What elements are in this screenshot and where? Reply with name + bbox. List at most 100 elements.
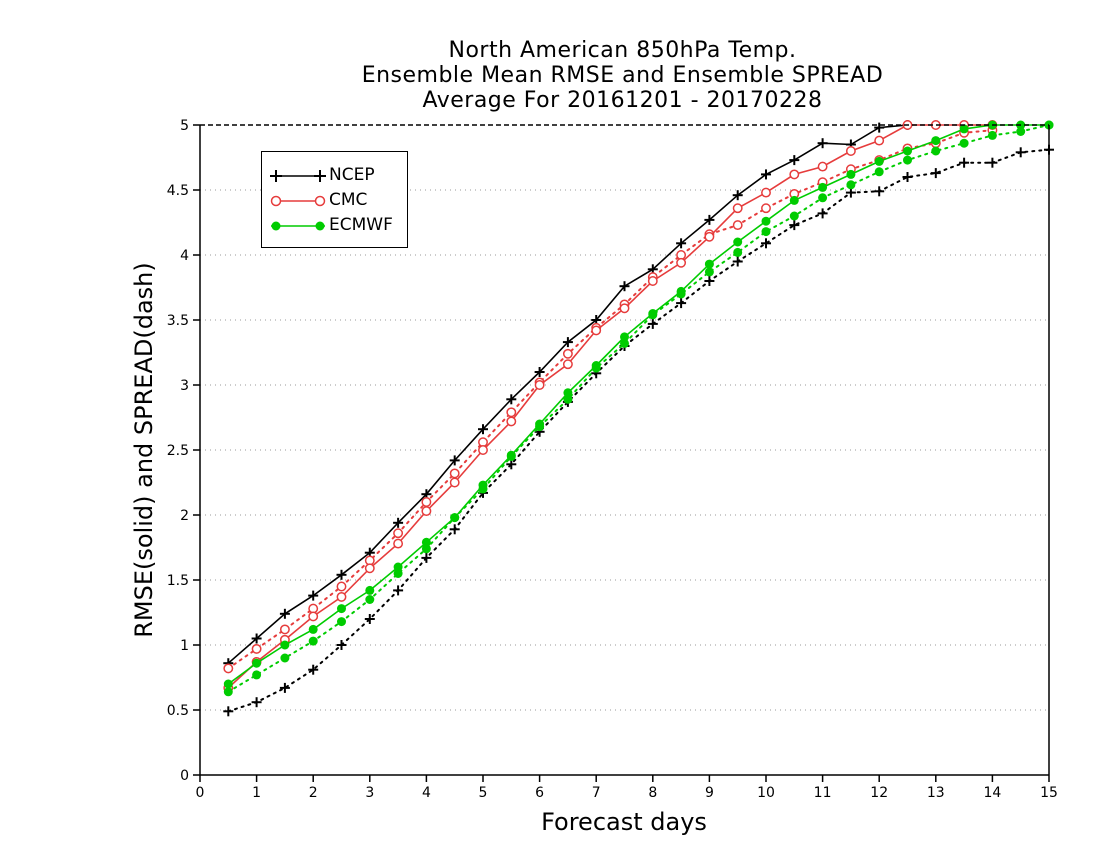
point-ncep-spread-19 [761,238,771,249]
point-cmc-spread-12 [562,348,573,359]
point-ncep-spread-6 [393,585,404,596]
y-tick-label-5: 2.5 [167,443,189,459]
point-cmc-spread-4 [336,581,347,592]
x-tick-label-10: 10 [757,785,775,801]
series-line-cmc-rmse [227,124,993,689]
x-tick-label-6: 6 [535,785,544,801]
point-cmc-rmse-16 [676,257,687,268]
point-ecmwf-spread-0 [223,687,233,697]
point-ecmwf-spread-2 [280,653,290,663]
legend-swatch-cmc [270,195,326,207]
point-ncep-rmse-19 [761,169,771,180]
x-tick-label-0: 0 [196,785,205,801]
point-cmc-rmse-10 [506,416,517,427]
point-cmc-spread-18 [732,220,743,231]
point-ncep-spread-8 [449,524,460,535]
point-ecmwf-rmse-24 [903,146,912,156]
point-cmc-rmse-13 [591,325,602,336]
chart-title-line-3: Average For 20161201 - 20170228 [422,88,823,113]
point-ncep-spread-24 [902,172,913,182]
point-ecmwf-spread-12 [563,394,573,404]
point-ecmwf-rmse-8 [450,513,460,523]
y-axis-label: RMSE(solid) and SPREAD(dash) [130,262,158,638]
legend-label-cmc: CMC [329,190,368,210]
series-line-ecmwf-spread [227,124,1050,693]
y-tick-label-10: 5 [180,118,189,134]
point-cmc-rmse-17 [704,231,715,242]
point-cmc-rmse-8 [449,477,460,488]
point-ecmwf-spread-23 [874,167,884,177]
point-cmc-spread-0 [223,663,234,674]
legend: NCEP CMC ECMWF [261,151,408,248]
point-cmc-rmse-15 [647,276,658,286]
point-ncep-spread-1 [251,697,262,708]
y-tick-label-4: 2 [180,508,189,524]
point-ncep-spread-26 [959,157,970,168]
point-ncep-rmse-16 [676,238,687,249]
point-ncep-spread-20 [789,220,800,231]
point-ecmwf-rmse-19 [761,216,771,226]
point-ecmwf-spread-20 [789,211,799,221]
y-tick-label-9: 4.5 [167,183,189,199]
point-cmc-rmse-21 [817,161,828,172]
point-ecmwf-rmse-25 [931,136,941,146]
point-ncep-spread-25 [930,168,941,179]
point-cmc-rmse-7 [421,506,432,517]
legend-swatch-ncep [270,170,326,182]
point-ncep-spread-18 [732,256,743,267]
point-ncep-spread-15 [647,318,658,329]
point-ecmwf-rmse-13 [591,361,601,370]
point-ecmwf-rmse-15 [648,309,658,318]
point-cmc-rmse-6 [393,538,404,549]
point-ncep-spread-21 [817,208,828,219]
point-ecmwf-spread-1 [252,670,262,680]
point-ncep-spread-5 [364,614,375,624]
point-ecmwf-rmse-5 [365,585,375,595]
point-ecmwf-rmse-10 [506,450,516,460]
point-ecmwf-rmse-18 [733,237,743,247]
point-ncep-rmse-11 [534,367,545,377]
point-cmc-rmse-22 [845,146,856,156]
point-ecmwf-rmse-6 [393,562,403,572]
x-tick-label-7: 7 [592,785,601,801]
legend-swatch-ecmwf [271,221,325,231]
point-cmc-spread-7 [421,497,432,507]
legend-label-ncep: NCEP [329,165,375,185]
point-ncep-spread-16 [676,298,687,309]
point-cmc-spread-1 [251,643,262,654]
point-ecmwf-spread-17 [704,267,714,277]
series-line-cmc-spread [227,129,994,670]
point-ecmwf-spread-25 [931,146,941,156]
point-ecmwf-rmse-2 [280,640,290,650]
x-tick-label-9: 9 [705,785,714,801]
x-tick-label-5: 5 [479,785,488,801]
point-ecmwf-spread-18 [733,247,743,257]
point-ecmwf-spread-6 [393,569,403,578]
point-ncep-rmse-18 [732,190,743,201]
point-cmc-rmse-5 [364,563,375,574]
point-ncep-rmse-20 [789,155,800,166]
point-ecmwf-spread-7 [421,544,431,554]
point-ecmwf-spread-22 [846,180,856,190]
x-tick-label-13: 13 [927,785,945,801]
point-ncep-rmse-2 [279,608,290,619]
point-ecmwf-spread-27 [987,130,997,140]
point-ecmwf-rmse-26 [959,124,969,134]
y-tick-label-2: 1 [180,638,189,654]
point-ncep-rmse-4 [336,569,347,580]
point-ecmwf-rmse-22 [846,169,856,179]
point-ncep-spread-4 [336,640,347,650]
point-ncep-spread-23 [874,186,885,197]
point-ncep-rmse-17 [704,214,715,225]
x-tick-label-8: 8 [648,785,657,801]
chart-title-line-1: North American 850hPa Temp. [448,38,797,63]
point-ecmwf-rmse-9 [478,480,488,490]
series-line-ecmwf-rmse [227,124,1049,685]
point-ecmwf-rmse-14 [620,332,629,342]
point-ecmwf-rmse-1 [252,658,262,668]
point-ncep-spread-17 [704,276,715,286]
point-ncep-rmse-12 [562,337,573,348]
point-ncep-rmse-3 [308,590,319,601]
legend-entry-cmc: CMC [262,189,407,213]
point-ecmwf-rmse-17 [704,259,714,269]
